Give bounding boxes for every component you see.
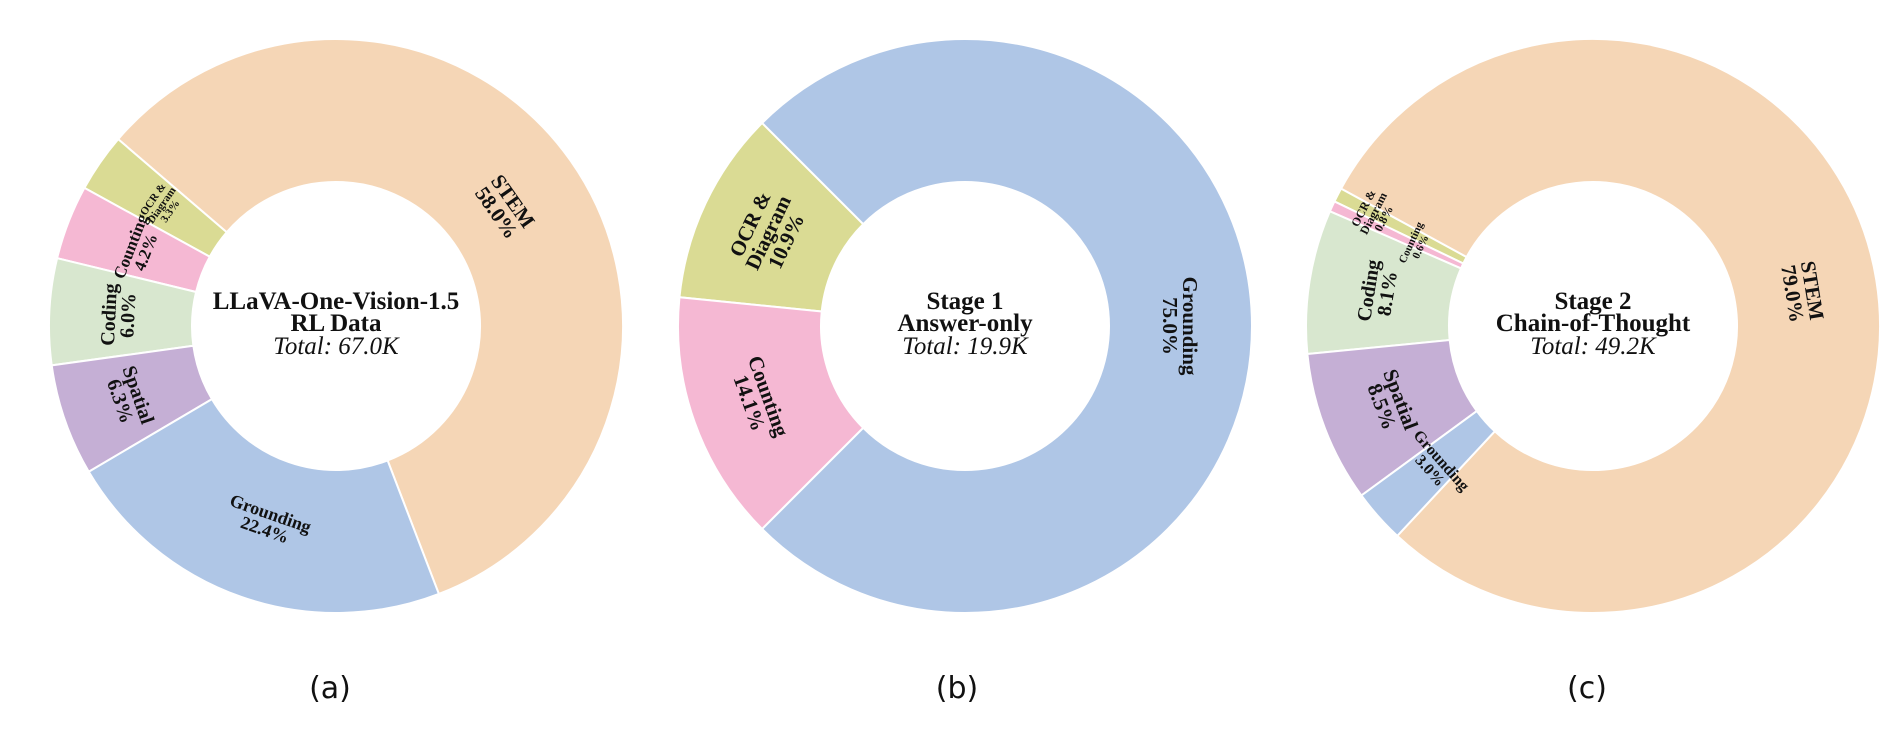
chart-b-segments [677,38,1253,614]
segment-label-spatial: Spatial6.3% [100,363,159,434]
segment-grounding [760,38,1253,614]
segment-stem [116,38,624,596]
segment-grounding [87,397,441,614]
segment-label-coding: Coding8.1% [1353,258,1403,326]
chart-c-title-line-2: Chain-of-Thought [1496,310,1691,337]
chart-a-caption: (a) [309,671,351,706]
chart-b-caption: (b) [936,671,978,706]
segment-label-coding: Coding6.0% [97,283,141,347]
chart-b-title-line-1: Stage 1 [926,288,1003,315]
chart-b-total: Total: 19.9K [902,333,1029,360]
segment-stem [1339,38,1881,614]
chart-b-title-line-2: Answer-only [897,310,1033,337]
chart-a-title-line-2: RL Data [291,310,382,337]
chart-a-title-line-1: LLaVA-One-Vision-1.5 [213,288,460,315]
chart-c-title-line-1: Stage 2 [1554,288,1631,315]
segment-counting [677,296,865,531]
chart-c-caption: (c) [1567,671,1607,706]
donut-chart-b: Grounding75.0%OCR &Diagram10.9%Counting1… [677,38,1253,706]
segment-label-grounding: Grounding75.0% [1158,277,1202,376]
chart-a-total: Total: 67.0K [273,333,400,360]
segment-grounding [1360,409,1497,538]
chart-a-segments [48,38,624,614]
segment-label-stem: STEM79.0% [1776,259,1829,325]
donut-chart-a: STEM58.0%OCR &Diagram3.3%Counting4.2%Cod… [48,38,624,706]
chart-c-segments [1305,38,1881,614]
donut-chart-c: STEM79.0%OCR &Diagram0.8%Counting0.6%Cod… [1305,38,1881,706]
chart-c-total: Total: 49.2K [1530,333,1657,360]
